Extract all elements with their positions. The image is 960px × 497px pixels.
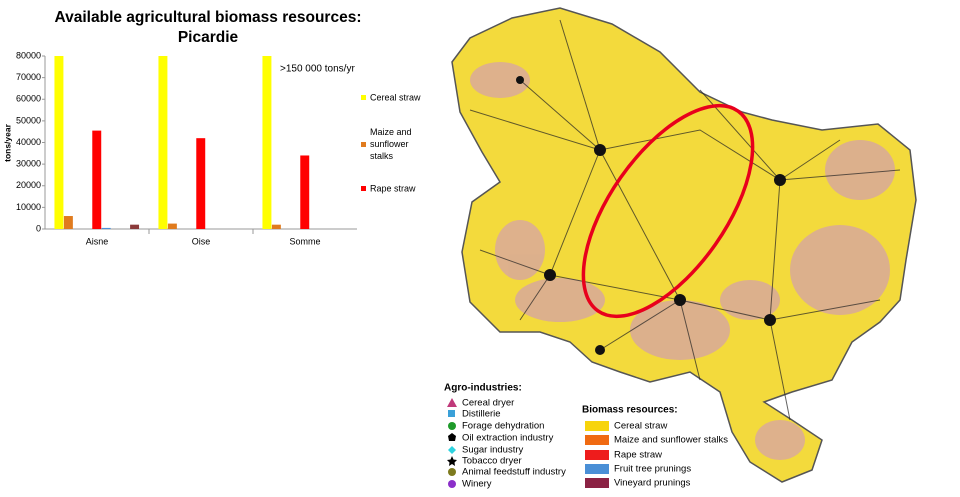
y-tick-label: 70000 <box>16 72 41 82</box>
legend-title: Biomass resources: <box>582 405 678 416</box>
bar <box>271 224 281 229</box>
x-tick-label: Oise <box>192 236 211 246</box>
legend-swatch <box>361 95 366 100</box>
y-tick-label: 30000 <box>16 159 41 169</box>
legend-swatch <box>361 142 366 147</box>
y-axis-label: tons/year <box>2 123 12 161</box>
legend-item: Cereal dryer <box>462 398 514 409</box>
x-tick-label: Somme <box>289 236 320 246</box>
bar <box>262 56 272 229</box>
legend-item: Animal feedstuff industry <box>462 467 566 478</box>
y-tick-label: 40000 <box>16 137 41 147</box>
map-legend: Agro-industries: Cereal dryer Distilleri… <box>444 383 728 490</box>
legend-item: Sugar industry <box>462 445 524 456</box>
bar <box>167 223 177 229</box>
legend-item: Vineyard prunings <box>614 478 691 489</box>
y-tick-label: 20000 <box>16 180 41 190</box>
bar <box>63 216 73 229</box>
bar <box>54 56 64 229</box>
legend-item: Winery <box>462 479 492 490</box>
chart-title: Available agricultural biomass resources… <box>55 9 362 26</box>
legend-label: Cereal straw <box>370 92 421 102</box>
legend-item: Oil extraction industry <box>462 433 554 444</box>
annotation: >150 000 tons/yr <box>280 64 355 75</box>
map <box>451 7 917 483</box>
bar <box>92 130 102 229</box>
bar <box>130 224 140 229</box>
chart: 0 10000 20000 30000 40000 50000 60000 70000 8000… <box>16 50 421 246</box>
y-tick-label: 80000 <box>16 50 41 60</box>
legend-title: Agro-industries: <box>444 383 522 394</box>
legend-item: Fruit tree prunings <box>614 464 691 475</box>
legend-label: Maize and sunflower stalks <box>370 127 412 161</box>
y-tick-label: 50000 <box>16 115 41 125</box>
y-tick-label: 10000 <box>16 202 41 212</box>
bar <box>300 155 310 229</box>
chart-subtitle: Picardie <box>178 29 239 46</box>
bars <box>54 56 310 229</box>
y-tick-label: 60000 <box>16 94 41 104</box>
bar <box>101 227 111 229</box>
legend-item: Forage dehydration <box>462 421 544 432</box>
legend-item: Cereal straw <box>614 421 667 432</box>
y-tick-label: 0 <box>36 223 41 233</box>
legend-item: Distillerie <box>462 409 501 420</box>
legend-item: Tobacco dryer <box>462 456 522 467</box>
bar <box>158 56 168 229</box>
legend-item: Rape straw <box>614 450 662 461</box>
legend-item: Maize and sunflower stalks <box>614 435 728 446</box>
legend-swatch <box>361 186 366 191</box>
x-tick-label: Aisne <box>86 236 109 246</box>
legend-label: Rape straw <box>370 183 416 193</box>
bar <box>196 138 206 229</box>
